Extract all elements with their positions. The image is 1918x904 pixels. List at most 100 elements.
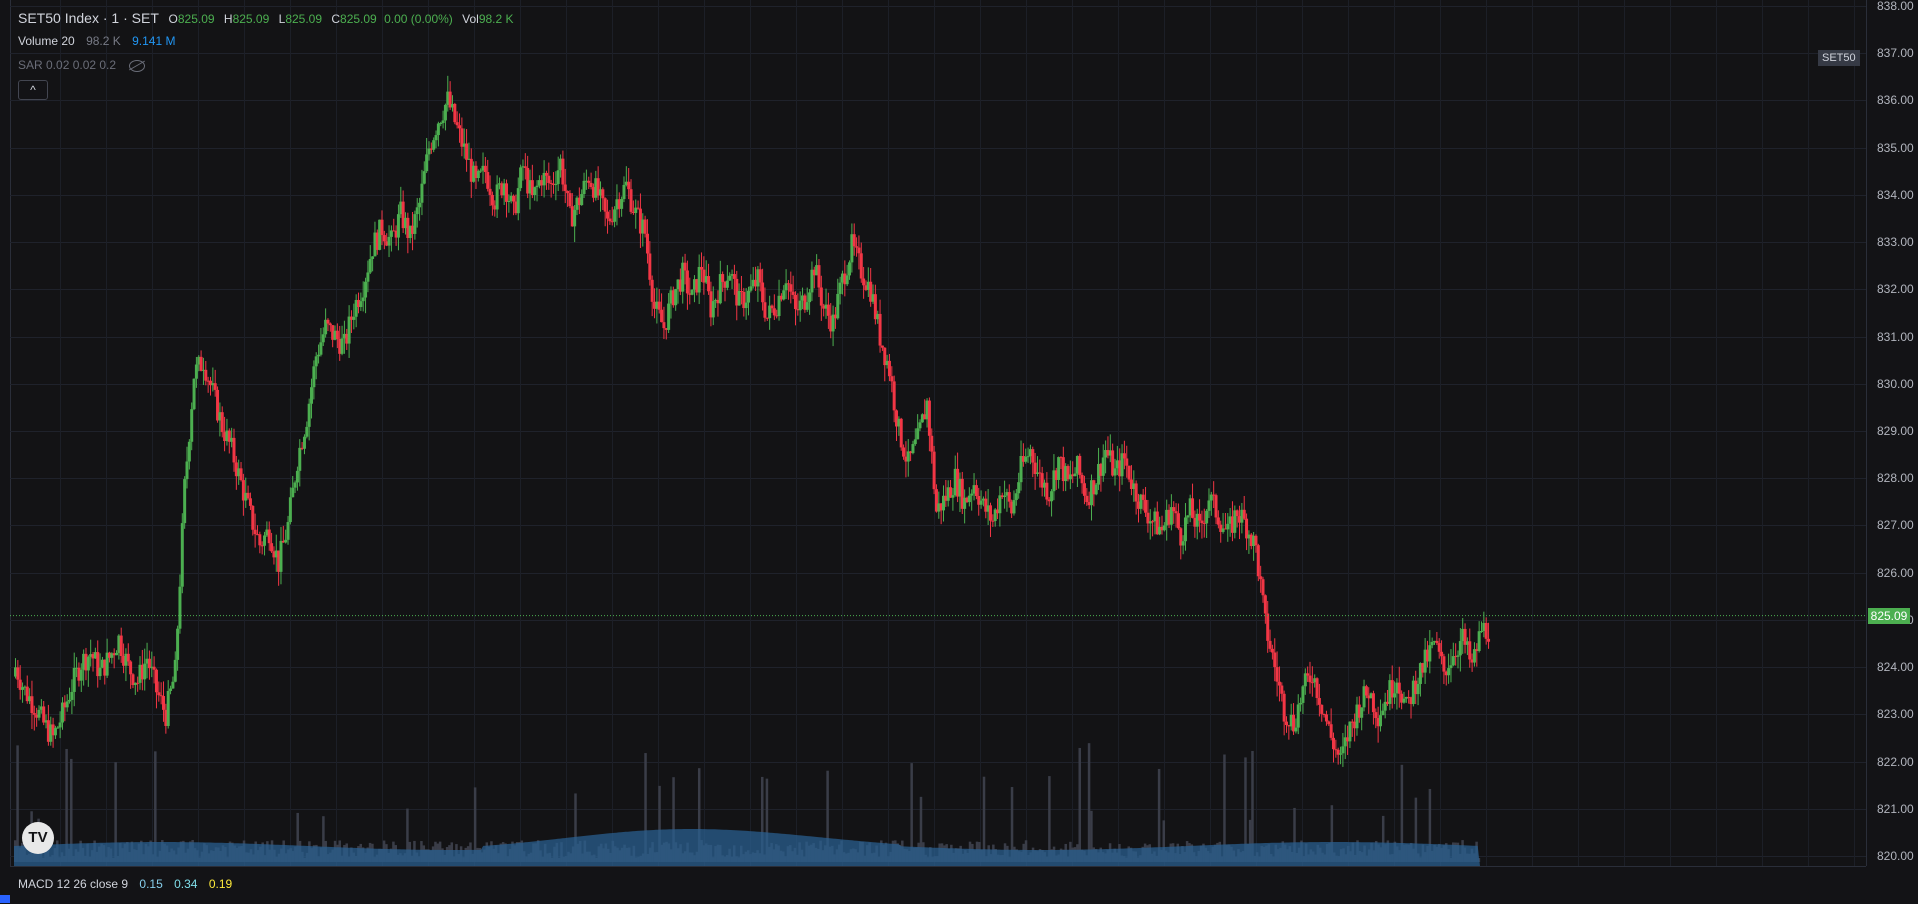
candle-body xyxy=(631,211,635,213)
candle-body xyxy=(56,727,60,729)
candle-body xyxy=(1327,721,1331,725)
candle-body xyxy=(793,294,797,310)
chart-plot-area[interactable] xyxy=(10,0,1867,866)
candle-body xyxy=(1212,494,1216,496)
sar-study-label[interactable]: SAR 0.02 0.02 0.2 xyxy=(18,58,117,72)
candle-body xyxy=(326,319,330,324)
candle-body xyxy=(573,209,577,227)
candle-body xyxy=(408,225,412,238)
candle-body xyxy=(1024,456,1028,462)
candle-body xyxy=(75,667,79,669)
candle-body xyxy=(932,451,936,490)
hidden-eye-icon[interactable] xyxy=(129,59,146,72)
candle-body xyxy=(216,389,220,421)
candle-body xyxy=(1238,516,1242,523)
tradingview-logo-icon[interactable]: TV xyxy=(22,822,54,854)
candle-body xyxy=(582,180,586,195)
macd-value-1: 0.15 xyxy=(139,877,163,891)
candle-body xyxy=(554,184,558,186)
candle-body xyxy=(194,364,198,379)
candle-body xyxy=(716,299,720,304)
candle-body xyxy=(655,301,659,309)
legend-high-label: H xyxy=(223,12,233,26)
candle-body xyxy=(1075,455,1079,474)
candle-body xyxy=(725,280,729,288)
candle-body xyxy=(288,497,292,523)
candle-body xyxy=(697,266,701,293)
candle-body xyxy=(267,529,271,544)
candle-body xyxy=(516,188,520,214)
candle-body xyxy=(1475,649,1479,651)
legend-interval[interactable]: 1 xyxy=(111,10,120,26)
candle-body xyxy=(183,479,187,524)
legend-low-label: L xyxy=(278,12,286,26)
candle-body xyxy=(1383,701,1387,711)
candle-body xyxy=(514,201,518,214)
price-tick-label: 832.00 xyxy=(1877,282,1914,297)
volume-bar xyxy=(1090,810,1093,862)
candle-body xyxy=(779,295,783,300)
candle-body xyxy=(1477,631,1481,651)
candle-body xyxy=(1090,480,1094,506)
price-axis[interactable]: 838.00 837.00 836.00 835.00 834.00 833.00 832.… xyxy=(1866,0,1918,866)
candle-body xyxy=(277,550,281,572)
candle-body xyxy=(528,180,532,194)
collapse-legend-button[interactable]: ^ xyxy=(18,80,48,100)
candle-body xyxy=(1407,696,1411,698)
legend-exchange: SET xyxy=(131,10,159,26)
candle-body xyxy=(850,234,854,263)
macd-label[interactable]: MACD 12 26 close 9 xyxy=(18,877,129,891)
candle-body xyxy=(96,652,100,677)
candle-body xyxy=(63,702,67,708)
candle-body xyxy=(1235,510,1239,517)
candle-body xyxy=(645,233,649,254)
candle-body xyxy=(462,143,466,147)
candle-body xyxy=(138,664,142,683)
volume-study-legend[interactable]: Volume 20 98.2 K 9.141 M xyxy=(18,34,175,48)
candle-body xyxy=(763,302,767,318)
symbol-legend[interactable]: SET50 Index · 1 · SET O825.09 H825.09 L8… xyxy=(18,10,514,26)
candle-body xyxy=(373,232,377,257)
candle-body xyxy=(941,495,945,511)
candle-body xyxy=(747,290,750,303)
candle-body xyxy=(434,135,438,141)
candle-body xyxy=(1031,449,1035,463)
legend-close-value: 825.09 xyxy=(340,12,377,26)
candle-series[interactable] xyxy=(10,0,1866,866)
candle-body xyxy=(634,207,638,213)
candle-body xyxy=(1155,511,1159,535)
macd-legend[interactable]: MACD 12 26 close 9 0.15 0.34 0.19 xyxy=(18,877,232,891)
candle-body xyxy=(721,274,725,282)
candle-body xyxy=(786,283,790,285)
candle-body xyxy=(1106,450,1110,456)
candle-body xyxy=(909,451,913,454)
volume-study-label[interactable]: Volume 20 xyxy=(18,34,75,48)
candle-body xyxy=(855,246,859,248)
candle-body xyxy=(667,303,671,330)
macd-pane[interactable] xyxy=(10,866,1866,904)
candle-body xyxy=(993,509,997,521)
legend-symbol[interactable]: SET50 Index xyxy=(18,10,99,26)
candle-body xyxy=(359,301,363,308)
volume-bar xyxy=(919,796,923,862)
candle-body xyxy=(68,699,72,702)
candle-body xyxy=(570,206,574,227)
candle-body xyxy=(822,305,826,309)
candle-body xyxy=(502,183,506,196)
candle-body xyxy=(39,706,43,710)
candle-body xyxy=(187,441,191,462)
sar-study-legend[interactable]: SAR 0.02 0.02 0.2 xyxy=(18,58,146,72)
candle-body xyxy=(669,290,673,304)
candle-body xyxy=(859,253,863,279)
candle-body xyxy=(1087,502,1091,506)
candle-body xyxy=(998,495,1002,514)
legend-high-value: 825.09 xyxy=(232,12,270,26)
candle-body xyxy=(730,274,734,276)
candle-body xyxy=(1280,685,1284,694)
candle-body xyxy=(53,728,57,736)
macd-value-3: 0.19 xyxy=(208,877,233,891)
candle-body xyxy=(1296,704,1300,728)
volume-bar xyxy=(1157,768,1161,862)
pane-resize-handle[interactable] xyxy=(0,895,10,903)
candle-body xyxy=(507,200,511,202)
